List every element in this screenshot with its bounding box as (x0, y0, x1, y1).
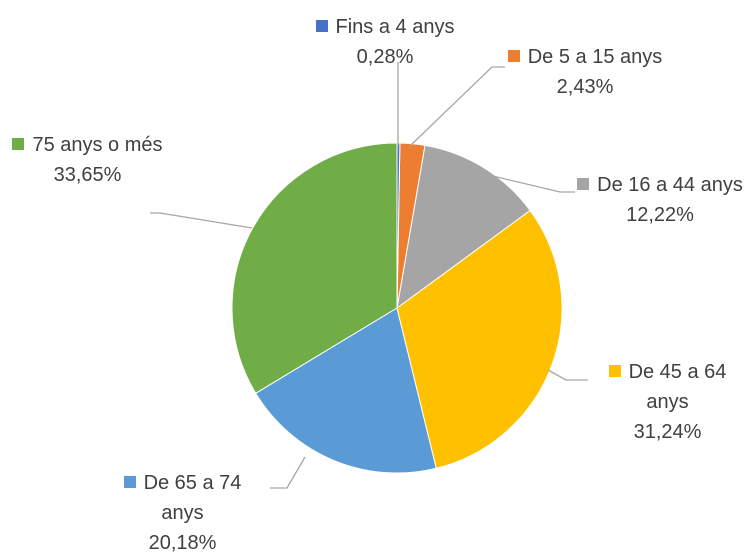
category-label: De 65 a 74 anys (143, 472, 242, 524)
value-label: 20,18% (148, 532, 217, 553)
pie-slice (255, 307, 437, 474)
pie-slice (396, 144, 531, 310)
category-label: De 16 a 44 anys (597, 174, 743, 196)
legend-marker (12, 138, 25, 150)
category-label: Fins a 4 anys (335, 16, 455, 38)
value-label: 33,65% (53, 164, 122, 186)
value-label: 2,43% (556, 76, 614, 98)
leader-line (409, 66, 505, 147)
legend-marker (608, 365, 621, 377)
leader-line (475, 171, 575, 193)
data-label: 75 anys o més 33,65% (5, 130, 170, 190)
legend-marker (577, 178, 590, 190)
legend-marker (315, 20, 328, 32)
data-label: Fins a 4 anys 0,28% (290, 12, 480, 72)
legend-marker (123, 476, 136, 488)
data-label: De 5 a 15 anys 2,43% (505, 42, 665, 102)
leader-line (150, 212, 253, 229)
value-label: 12,22% (626, 204, 694, 226)
category-label: De 45 a 64 anys (628, 361, 727, 413)
pie-slice (231, 142, 398, 395)
value-label: 31,24% (633, 421, 702, 443)
category-label: 75 anys o més (32, 134, 163, 156)
pie-slice (396, 209, 563, 469)
value-label: 0,28% (356, 46, 414, 68)
leader-line (547, 369, 588, 381)
data-label: De 16 a 44 anys 12,22% (575, 170, 745, 230)
category-label: De 5 a 15 anys (527, 46, 663, 68)
data-label: De 65 a 74 anys 20,18% (100, 468, 265, 553)
legend-marker (507, 50, 520, 62)
leader-line (270, 456, 306, 489)
data-label: De 45 a 64 anys 31,24% (585, 357, 750, 447)
